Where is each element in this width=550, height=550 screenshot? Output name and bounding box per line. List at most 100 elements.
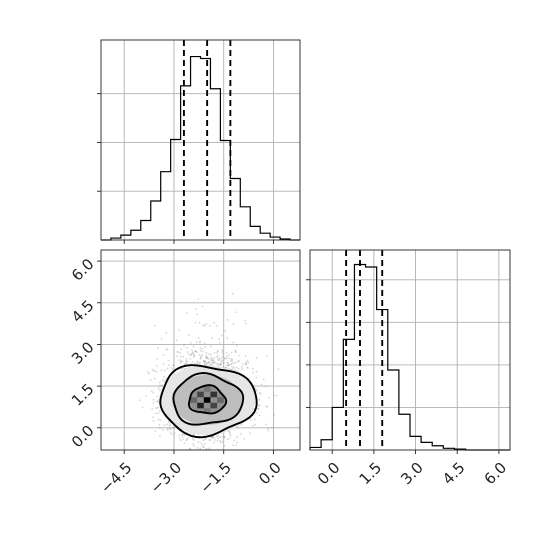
scatter-point	[187, 437, 189, 440]
scatter-point	[198, 321, 201, 324]
scatter-point	[223, 444, 226, 447]
scatter-point	[226, 438, 229, 441]
scatter-point	[155, 407, 158, 409]
scatter-point	[221, 359, 224, 362]
scatter-point	[156, 358, 159, 360]
scatter-point	[258, 414, 261, 417]
scatter-point	[224, 357, 226, 360]
scatter-point	[141, 406, 144, 408]
scatter-point	[246, 359, 249, 362]
scatter-point	[218, 363, 221, 366]
scatter-point	[152, 369, 155, 372]
scatter-point	[221, 356, 223, 359]
scatter-point	[253, 418, 256, 421]
scatter-point	[249, 418, 252, 421]
scatter-point	[230, 359, 232, 362]
scatter-point	[155, 370, 158, 373]
scatter-point	[166, 367, 169, 370]
scatter-point	[216, 363, 219, 366]
scatter-point	[211, 357, 214, 360]
scatter-content	[138, 292, 280, 450]
scatter-point	[199, 341, 201, 344]
scatter-point	[195, 341, 198, 344]
scatter-point	[256, 408, 259, 410]
scatter-point	[156, 347, 159, 350]
scatter-point	[165, 423, 168, 426]
scatter-point	[235, 366, 238, 369]
scatter-point	[203, 363, 206, 366]
scatter-point	[252, 371, 254, 374]
scatter-point	[245, 361, 247, 364]
scatter-point	[228, 357, 230, 360]
scatter-point	[223, 436, 226, 439]
scatter-point	[197, 440, 200, 443]
scatter-point	[221, 350, 224, 353]
scatter-point	[158, 389, 161, 392]
scatter-point	[170, 366, 173, 369]
scatter-point	[203, 346, 206, 348]
scatter-point	[192, 352, 195, 355]
scatter-point	[161, 379, 164, 382]
scatter-point	[235, 311, 238, 314]
scatter-point	[196, 447, 199, 449]
scatter-point	[162, 362, 165, 365]
scatter-point	[231, 360, 234, 363]
scatter-point	[215, 435, 218, 438]
scatter-point	[221, 352, 224, 355]
scatter-point	[201, 305, 204, 308]
scatter-point	[212, 437, 215, 439]
scatter-point	[192, 443, 194, 445]
scatter-point	[234, 361, 237, 364]
scatter-point	[207, 357, 210, 360]
scatter-point	[249, 432, 251, 435]
scatter-point	[191, 361, 194, 364]
scatter-point	[202, 350, 204, 353]
scatter-point	[181, 367, 184, 370]
scatter-point	[209, 358, 212, 361]
scatter-point	[187, 334, 190, 337]
scatter-point	[163, 424, 166, 427]
scatter-point	[178, 434, 181, 437]
scatter-point	[198, 354, 201, 356]
scatter-point	[218, 338, 221, 341]
scatter-point	[169, 427, 171, 430]
scatter-point	[220, 360, 223, 363]
scatter-point	[175, 339, 178, 342]
scatter-point	[213, 362, 216, 365]
scatter-point	[180, 348, 183, 350]
scatter-point	[186, 360, 188, 363]
scatter-point	[159, 384, 161, 387]
scatter-point	[266, 354, 269, 357]
scatter-point	[220, 334, 223, 337]
scatter-point	[264, 385, 267, 388]
scatter-point	[194, 350, 197, 353]
scatter-point	[157, 400, 159, 403]
axes-frame	[100, 39, 301, 241]
scatter-point	[205, 352, 208, 354]
scatter-point	[199, 441, 202, 444]
scatter-point	[163, 376, 165, 378]
scatter-point	[197, 298, 200, 301]
scatter-point	[152, 420, 155, 422]
scatter-point	[191, 349, 193, 352]
scatter-point	[226, 337, 229, 339]
scatter-point	[227, 354, 230, 356]
scatter-point	[160, 369, 163, 372]
scatter-point	[161, 384, 163, 386]
scatter-point	[150, 390, 153, 393]
scatter-point	[222, 362, 225, 364]
scatter-point	[155, 364, 158, 367]
scatter-point	[155, 400, 158, 403]
scatter-point	[199, 447, 202, 450]
scatter-point	[246, 366, 249, 369]
scatter-point	[232, 444, 234, 447]
scatter-point	[190, 353, 193, 356]
scatter-point	[178, 329, 181, 331]
scatter-point	[152, 391, 155, 394]
scatter-point	[241, 362, 244, 365]
scatter-point	[230, 351, 233, 354]
scatter-point	[207, 361, 210, 364]
scatter-point	[208, 447, 211, 450]
density-cell	[190, 397, 198, 403]
